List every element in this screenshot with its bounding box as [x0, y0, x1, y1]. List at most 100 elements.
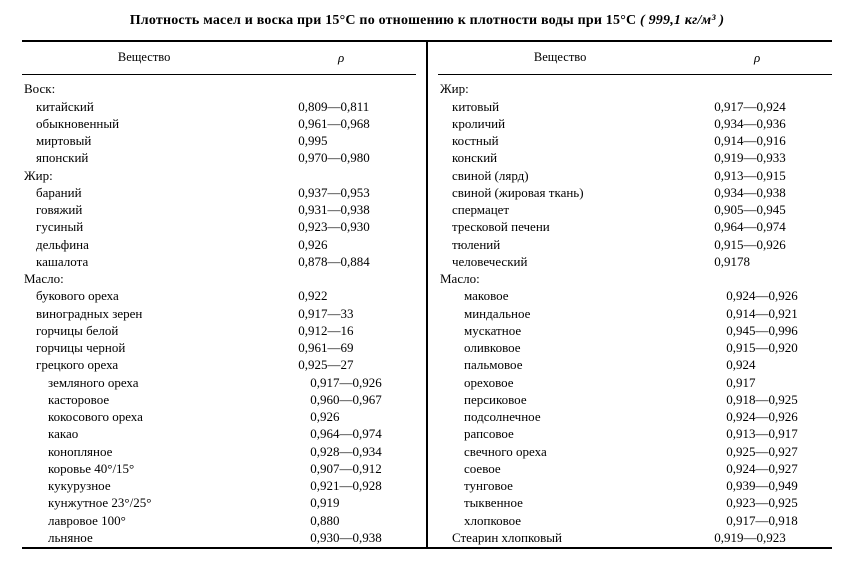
rho-cell: 0,924—0,926 [708, 409, 854, 425]
substance-cell: человеческий [438, 254, 696, 270]
substance-cell: китовый [438, 99, 696, 115]
substance-cell: свечного ореха [438, 444, 708, 460]
substance-cell: пальмовое [438, 357, 708, 373]
rho-cell [268, 81, 436, 97]
rho-cell [684, 81, 852, 97]
table-row: свиной (лярд)0,913—0,915 [438, 167, 832, 184]
rho-cell: 0,915—0,926 [696, 237, 854, 253]
header-rho-left: ρ [266, 50, 416, 66]
substance-cell: тунговое [438, 478, 708, 494]
substance-cell: букового ореха [22, 288, 280, 304]
right-body: Жир:китовый0,917—0,924кроличий0,934—0,93… [438, 75, 832, 547]
header-substance-left: Вещество [22, 50, 266, 66]
substance-cell: миртовый [22, 133, 280, 149]
rho-cell: 0,913—0,915 [696, 168, 854, 184]
title-main: Плотность масел и воска при 15°С по отно… [130, 13, 637, 28]
table-row: подсолнечное0,924—0,926 [438, 409, 832, 426]
table-row: персиковое0,918—0,925 [438, 391, 832, 408]
substance-cell: кашалота [22, 254, 280, 270]
rho-cell: 0,924 [708, 357, 854, 373]
table-row: тыквенное0,923—0,925 [438, 495, 832, 512]
header-substance-right: Вещество [438, 50, 682, 66]
substance-cell: ореховое [438, 375, 708, 391]
substance-cell: конопляное [22, 444, 292, 460]
rho-cell: 0,923—0,930 [280, 219, 448, 235]
substance-cell: тресковой печени [438, 219, 696, 235]
substance-cell: конский [438, 150, 696, 166]
table-row: гусиный0,923—0,930 [22, 219, 416, 236]
rho-cell: 0,919—0,923 [696, 530, 854, 546]
group-label: Жир: [22, 167, 416, 184]
rho-cell: 0,925—27 [280, 357, 448, 373]
rho-cell: 0,924—0,927 [708, 461, 854, 477]
table-row: костный0,914—0,916 [438, 133, 832, 150]
rho-cell: 0,961—69 [280, 340, 448, 356]
rho-cell: 0,917—0,924 [696, 99, 854, 115]
table-row: японский0,970—0,980 [22, 150, 416, 167]
table-row: тюлений0,915—0,926 [438, 236, 832, 253]
table-row: бараний0,937—0,953 [22, 184, 416, 201]
table-row: миндальное0,914—0,921 [438, 305, 832, 322]
rho-cell: 0,934—0,938 [696, 185, 854, 201]
substance-cell: тыквенное [438, 495, 708, 511]
rho-cell: 0,918—0,925 [708, 392, 854, 408]
rho-cell: 0,926 [280, 237, 448, 253]
substance-cell: мускатное [438, 323, 708, 339]
substance-cell: тюлений [438, 237, 696, 253]
rho-cell: 0,924—0,926 [708, 288, 854, 304]
rho-cell: 0,917—33 [280, 306, 448, 322]
table-row: пальмовое0,924 [438, 357, 832, 374]
substance-cell: гусиный [22, 219, 280, 235]
substance-cell: льняное [22, 530, 292, 546]
rho-cell: 0,919—0,933 [696, 150, 854, 166]
group-label-text: Жир: [22, 168, 268, 184]
group-label: Масло: [438, 271, 832, 288]
table-row: дельфина0,926 [22, 236, 416, 253]
group-label-text: Воск: [22, 81, 268, 97]
group-label-text: Масло: [22, 271, 268, 287]
rho-cell: 0,922 [280, 288, 448, 304]
substance-cell: бараний [22, 185, 280, 201]
table-row: лавровое 100°0,880 [22, 512, 416, 529]
substance-cell: свиной (жировая ткань) [438, 185, 696, 201]
rho-cell: 0,934—0,936 [696, 116, 854, 132]
rho-cell: 0,914—0,916 [696, 133, 854, 149]
group-label-text: Жир: [438, 81, 684, 97]
substance-cell: горчицы черной [22, 340, 280, 356]
substance-cell: виноградных зерен [22, 306, 280, 322]
table-row: кашалота0,878—0,884 [22, 253, 416, 270]
table-row: спермацет0,905—0,945 [438, 202, 832, 219]
substance-cell: китайский [22, 99, 280, 115]
substance-cell: миндальное [438, 306, 708, 322]
title-unit: ( 999,1 кг/м³ ) [640, 13, 724, 28]
rho-cell: 0,923—0,925 [708, 495, 854, 511]
table-row: ореховое0,917 [438, 374, 832, 391]
table-row: кукурузное0,921—0,928 [22, 478, 416, 495]
rho-cell: 0,914—0,921 [708, 306, 854, 322]
substance-cell: японский [22, 150, 280, 166]
table-row: китайский0,809—0,811 [22, 98, 416, 115]
table-row: букового ореха0,922 [22, 288, 416, 305]
table-row: конопляное0,928—0,934 [22, 443, 416, 460]
substance-cell: лавровое 100° [22, 513, 292, 529]
table-row: обыкновенный0,961—0,968 [22, 115, 416, 132]
rho-cell: 0,939—0,949 [708, 478, 854, 494]
table-row: миртовый0,995 [22, 133, 416, 150]
substance-cell: маковое [438, 288, 708, 304]
group-label: Масло: [22, 271, 416, 288]
table-row: кроличий0,934—0,936 [438, 115, 832, 132]
table-row: виноградных зерен0,917—33 [22, 305, 416, 322]
table-row: человеческий0,9178 [438, 253, 832, 270]
table-row: кокосового ореха0,926 [22, 409, 416, 426]
left-column: Вещество ρ Воск:китайский0,809—0,811обык… [22, 42, 428, 547]
group-label: Воск: [22, 81, 416, 98]
density-table: Вещество ρ Воск:китайский0,809—0,811обык… [22, 40, 832, 549]
left-body: Воск:китайский0,809—0,811обыкновенный0,9… [22, 75, 416, 547]
table-row: конский0,919—0,933 [438, 150, 832, 167]
rho-cell: 0,917 [708, 375, 854, 391]
table-row: горчицы белой0,912—16 [22, 322, 416, 339]
table-row: рапсовое0,913—0,917 [438, 426, 832, 443]
rho-cell: 0,915—0,920 [708, 340, 854, 356]
substance-cell: коровье 40°/15° [22, 461, 292, 477]
table-row: коровье 40°/15°0,907—0,912 [22, 460, 416, 477]
